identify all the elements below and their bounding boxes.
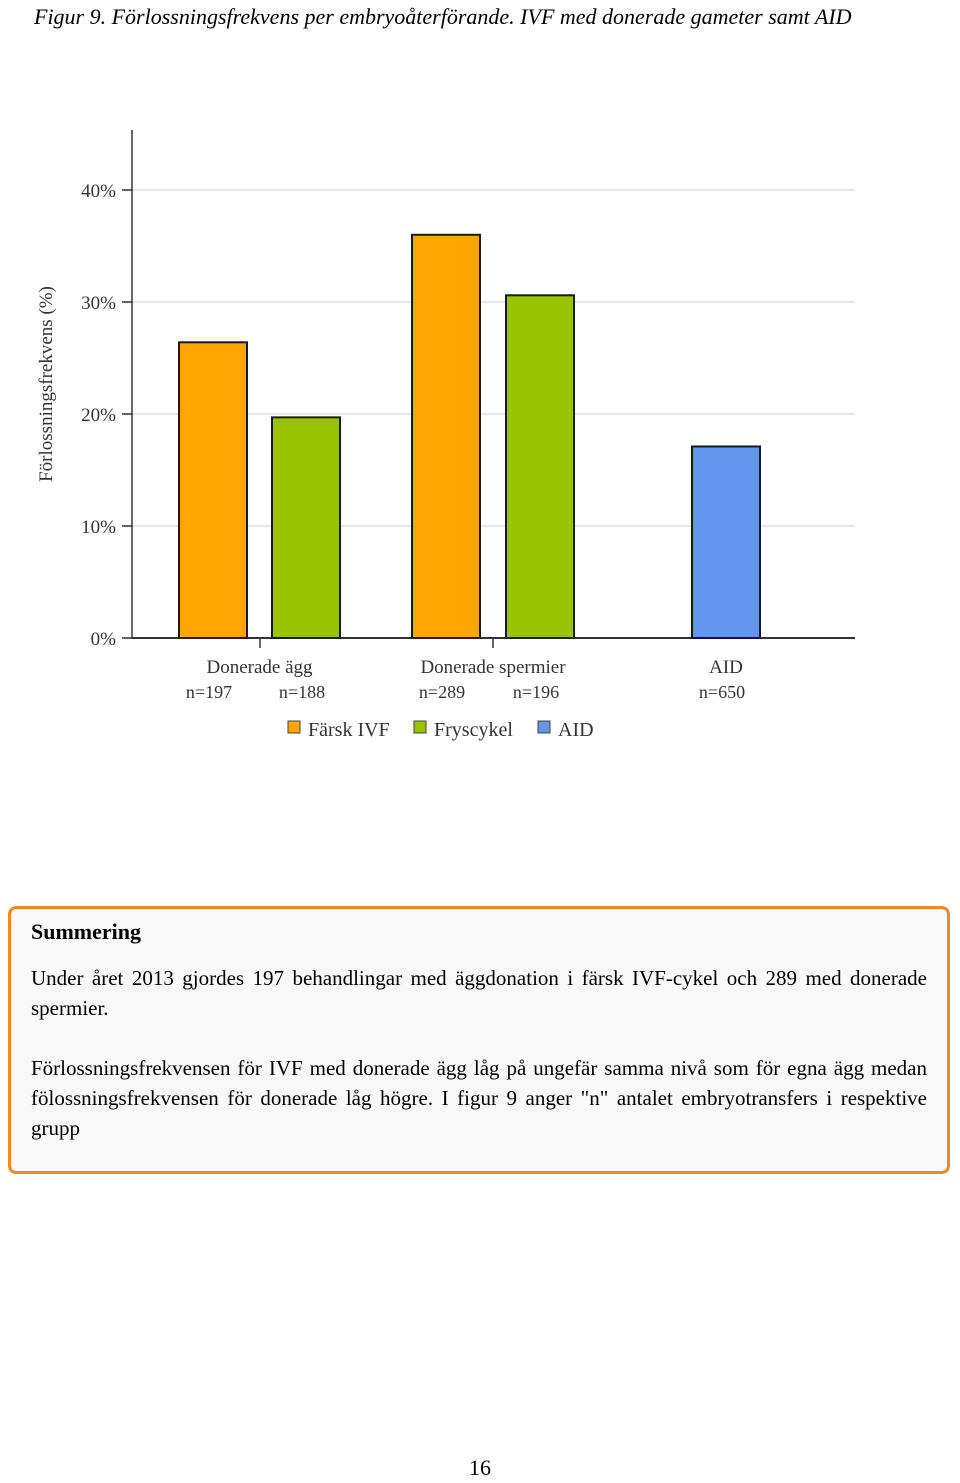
summary-paragraph-1: Under året 2013 gjordes 197 behandlingar… [31, 966, 927, 1020]
bar-n-label: n=196 [513, 682, 559, 702]
x-group-label: AID [709, 657, 743, 678]
legend-swatch [413, 720, 427, 734]
y-tick-label: 20% [81, 405, 116, 426]
summary-title: Summering [31, 919, 141, 944]
page-number: 16 [469, 1455, 491, 1480]
bar-n-label: n=650 [699, 682, 745, 702]
bar-chart: 0% 10% 20% 30% 40% Förlossningsfrekvens (%) n=… [36, 130, 855, 741]
bar [271, 416, 341, 639]
y-tick-label: 10% [81, 517, 116, 538]
summary-paragraph-2: Förlossningsfrekvensen för IVF med doner… [31, 1056, 927, 1140]
y-tick-label: 40% [81, 181, 116, 202]
legend-swatch [537, 720, 551, 734]
x-group-label: Donerade spermier [420, 657, 566, 678]
legend-swatch [287, 720, 301, 734]
y-tick-label: 0% [91, 629, 117, 650]
summary-box: Summering Under året 2013 gjordes 197 be… [8, 906, 950, 1174]
x-group-label: Donerade ägg [206, 657, 313, 678]
legend-label: AID [558, 719, 594, 741]
figure-caption: Figur 9. Förlossningsfrekvens per embryo… [34, 4, 852, 29]
bar [505, 294, 575, 639]
legend-label: Färsk IVF [308, 719, 390, 741]
bar-n-label: n=197 [186, 682, 232, 702]
bar-n-label: n=188 [279, 682, 325, 702]
y-axis-label: Förlossningsfrekvens (%) [36, 286, 57, 482]
bar [411, 233, 481, 640]
y-tick-label: 30% [81, 293, 116, 314]
bar [178, 341, 248, 639]
bar-n-label: n=289 [419, 682, 465, 702]
bar [691, 445, 761, 640]
legend-label: Fryscykel [434, 719, 513, 741]
